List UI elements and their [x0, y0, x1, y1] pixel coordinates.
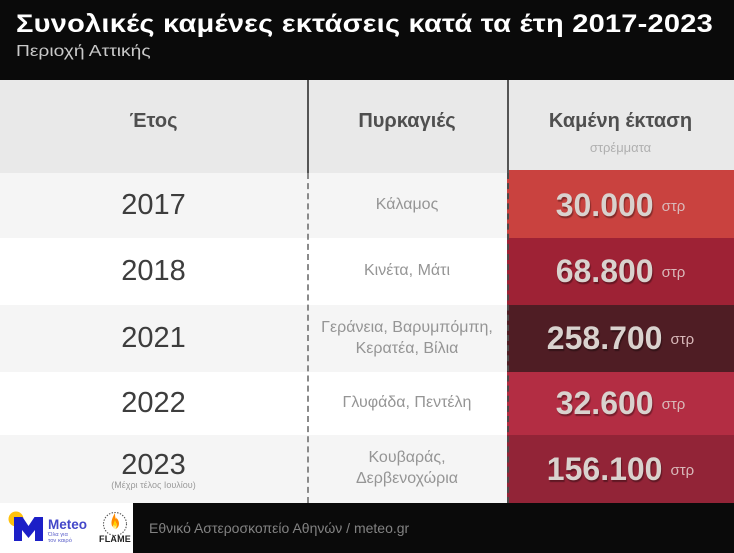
svg-text:Meteo: Meteo [48, 517, 87, 532]
svg-text:FLAME: FLAME [99, 534, 131, 544]
svg-text:τον καιρό: τον καιρό [48, 537, 72, 544]
